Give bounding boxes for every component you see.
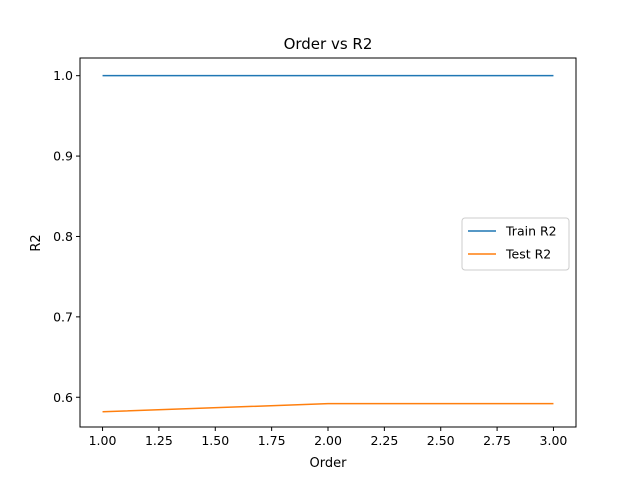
y-tick-label: 0.9 bbox=[53, 149, 73, 164]
series-lines bbox=[102, 74, 554, 413]
y-axis: 0.6 0.7 0.8 0.9 1.0 bbox=[53, 68, 80, 405]
y-tick-label: 1.0 bbox=[53, 68, 73, 83]
legend-label: Train R2 bbox=[505, 224, 557, 239]
x-tick-label: 1.25 bbox=[145, 433, 173, 448]
chart-title: Order vs R2 bbox=[284, 35, 373, 53]
x-axis-label: Order bbox=[310, 456, 348, 471]
y-tick-label: 0.8 bbox=[53, 229, 73, 244]
x-tick-label: 2.00 bbox=[314, 433, 342, 448]
legend-label: Test R2 bbox=[505, 247, 551, 262]
x-tick-label: 1.75 bbox=[258, 433, 286, 448]
y-tick-label: 0.6 bbox=[53, 390, 73, 405]
x-tick-label: 2.75 bbox=[483, 433, 511, 448]
x-axis: 1.00 1.25 1.50 1.75 2.00 2.25 2.50 2.75 3.00 bbox=[89, 427, 568, 448]
x-tick-label: 1.50 bbox=[201, 433, 229, 448]
x-tick-label: 1.00 bbox=[89, 433, 117, 448]
x-tick-label: 2.25 bbox=[370, 433, 398, 448]
x-tick-label: 2.50 bbox=[427, 433, 455, 448]
y-tick-label: 0.7 bbox=[53, 309, 73, 324]
y-axis-label: R2 bbox=[29, 234, 44, 251]
series-line-1 bbox=[102, 402, 554, 413]
x-tick-label: 3.00 bbox=[540, 433, 568, 448]
legend: Train R2 Test R2 bbox=[461, 217, 570, 271]
